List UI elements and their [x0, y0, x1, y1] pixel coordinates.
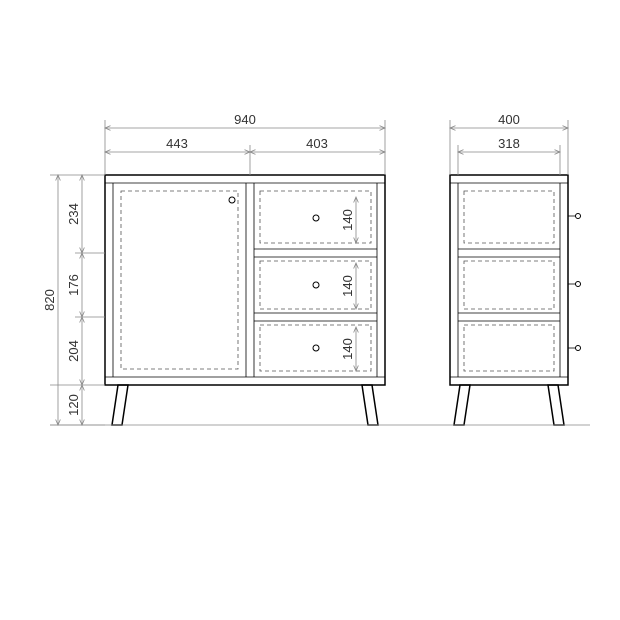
side-view: 400 318	[450, 112, 581, 425]
dim-shelf-top: 234	[66, 203, 81, 225]
dim-drawer-width: 403	[306, 136, 328, 151]
dim-door-width: 443	[166, 136, 188, 151]
front-view: 940 443 403 820 234 176 204 120 140 140	[42, 112, 385, 425]
dim-drawer-h2: 140	[340, 275, 355, 297]
dim-shelf-bot: 204	[66, 340, 81, 362]
dim-depth: 400	[498, 112, 520, 127]
dim-overall-height: 820	[42, 289, 57, 311]
dim-leg-height: 120	[66, 394, 81, 416]
dim-shelf-mid: 176	[66, 274, 81, 296]
dim-drawer-h1: 140	[340, 209, 355, 231]
dim-overall-width: 940	[234, 112, 256, 127]
dim-drawer-h3: 140	[340, 338, 355, 360]
dim-inner-depth: 318	[498, 136, 520, 151]
